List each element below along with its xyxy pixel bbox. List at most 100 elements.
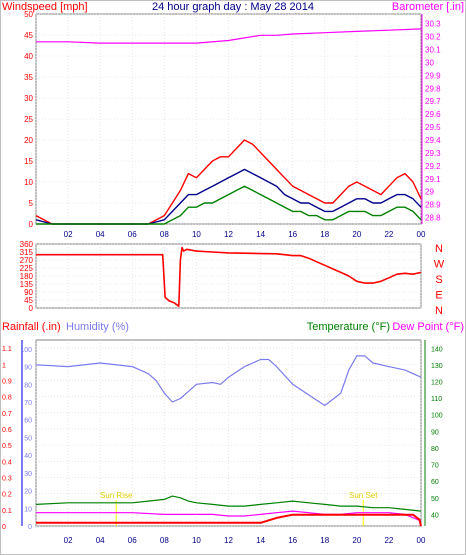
barometer-y-tick: 28.9 [425,201,441,210]
wind-x-tick: 22 [384,230,393,239]
humidity-y-tick: 50 [24,435,32,442]
wind-x-tick: 00 [417,230,426,239]
rain-y-tick: 0.8 [2,395,12,402]
barometer-axis-label: Barometer [.in] [392,1,464,13]
rain-y-tick: 0.6 [2,427,12,434]
temperature-panel: 0 0.1 0.2 0.3 0.4 0.5 0.6 0.7 0.8 0.9 1 1.1 0 10 20 30 4… [2,339,443,545]
barometer-y-tick: 30 [425,58,434,67]
humidity-y-tick: 80 [24,382,32,389]
direction-y-tick: 90 [24,288,33,297]
compass-label: N [435,243,443,255]
direction-y-tick: 45 [24,296,33,305]
wind-y-tick: 5 [29,199,34,208]
temp-x-tick: 00 [417,536,426,545]
wind-panel: 0 5 10 15 20 25 30 35 40 45 50 28.8 28.9 29 29.1 29.2 29… [24,10,441,239]
rain-y-tick: 1.1 [2,346,12,353]
chart-title: 24 hour graph day : May 28 2014 [152,1,314,13]
humidity-y-tick: 70 [24,400,32,407]
wind-y-tick: 30 [24,94,33,103]
barometer-y-tick: 28.8 [425,214,441,223]
temp-series-rainfall [36,513,422,527]
compass-label: S [435,274,442,286]
wind-axis-label: Windspeed [mph] [2,1,88,13]
compass-label: N [435,305,443,317]
temp-x-tick: 04 [96,536,105,545]
temp-x-tick: 02 [64,536,73,545]
direction-y-tick: 270 [20,256,34,265]
humidity-axis-label: Humidity (%) [66,321,129,333]
direction-y-tick: 0 [29,304,34,313]
compass-label: E [435,290,442,302]
humidity-y-tick: 90 [24,365,32,372]
temp-x-tick: 16 [288,536,297,545]
rainfall-axis-label: Rainfall (.in) [2,321,61,333]
temp-y-tick: 120 [431,380,443,387]
wind-x-tick: 16 [288,230,297,239]
rain-y-tick: 0.9 [2,378,12,385]
wind-y-tick: 35 [24,73,33,82]
wind-y-tick: 20 [24,136,33,145]
barometer-y-tick: 29.1 [425,175,441,184]
wind-x-tick: 04 [96,230,105,239]
rain-y-tick: 0.7 [2,411,12,418]
direction-y-tick: 225 [20,264,34,273]
humidity-y-tick: 0 [28,524,32,531]
temp-x-tick: 18 [320,536,329,545]
barometer-y-tick: 29.2 [425,162,441,171]
wind-series-barometer [36,28,422,44]
direction-y-tick: 315 [20,248,34,257]
wind-x-tick: 18 [320,230,329,239]
rain-y-tick: 0.2 [2,492,12,499]
humidity-y-tick: 30 [24,471,32,478]
barometer-y-tick: 29.8 [425,84,441,93]
direction-y-tick: 135 [20,280,34,289]
barometer-y-tick: 29.4 [425,136,441,145]
temp-series-dew-point [36,510,422,522]
temp-y-tick: 50 [431,496,439,503]
barometer-y-tick: 30.3 [425,20,441,29]
humidity-y-tick: 60 [24,418,32,425]
wind-x-tick: 20 [352,230,361,239]
temp-x-tick: 22 [384,536,393,545]
temp-y-tick: 130 [431,363,443,370]
wind-y-tick: 50 [24,10,33,19]
barometer-y-tick: 29.6 [425,110,441,119]
rain-y-tick: 1 [2,362,6,369]
wind-y-tick: 25 [24,115,33,124]
rain-y-tick: 0.5 [2,443,12,450]
direction-series [36,246,422,308]
temp-y-tick: 40 [431,512,439,519]
barometer-y-tick: 29 [425,188,434,197]
wind-x-tick: 12 [224,230,233,239]
dewpoint-axis-label: Dew Point (°F) [392,321,464,333]
barometer-y-tick: 30.1 [425,46,441,55]
temp-series-humidity [35,355,422,407]
barometer-y-tick: 29.7 [425,97,441,106]
barometer-y-tick: 29.9 [425,71,441,80]
wind-y-tick: 45 [24,31,33,40]
temp-series-temperature [35,495,422,512]
barometer-y-tick: 29.5 [425,123,441,132]
direction-y-tick: 360 [20,240,34,249]
temp-y-tick: 60 [431,479,439,486]
direction-y-tick: 180 [20,272,34,281]
temp-y-tick: 80 [431,446,439,453]
wind-x-tick: 10 [192,230,201,239]
humidity-y-tick: 20 [24,489,32,496]
wind-series-windspeed [36,185,422,225]
humidity-y-tick: 40 [24,453,32,460]
barometer-y-tick: 30.2 [425,33,441,42]
temp-y-tick: 90 [431,429,439,436]
temp-y-tick: 140 [431,346,443,353]
humidity-y-tick: 100 [20,347,32,354]
wind-x-tick: 08 [160,230,169,239]
rain-y-tick: 0.4 [2,459,12,466]
wind-x-tick: 06 [128,230,137,239]
sunrise-label: Sun Rise [100,491,133,500]
wind-x-tick: 02 [64,230,73,239]
temp-x-tick: 08 [160,536,169,545]
wind-y-tick: 15 [24,157,33,166]
wind-y-tick: 40 [24,52,33,61]
